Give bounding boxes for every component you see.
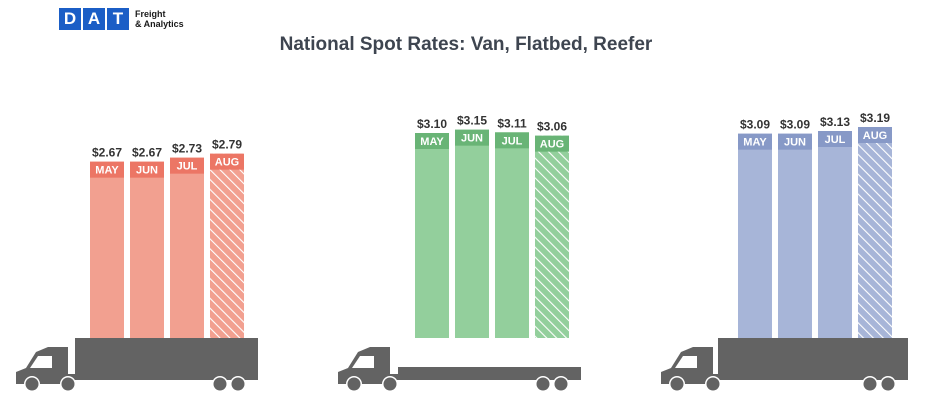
flatbed-deck (398, 367, 581, 376)
bar-month-label: JUN (784, 137, 806, 149)
wheel (213, 377, 227, 391)
bar-month-band (778, 133, 812, 150)
cab-window (675, 356, 697, 368)
wheel (231, 377, 245, 391)
wheel (670, 377, 684, 391)
bar-month-label: AUG (863, 130, 887, 142)
bar-month-label: MAY (95, 165, 119, 177)
bar-month-label: JUL (825, 134, 846, 146)
truck-chassis (58, 374, 258, 380)
bar-month-band (818, 131, 852, 147)
bar (858, 127, 892, 338)
bar-month-label: MAY (743, 137, 767, 149)
bar-month-band (415, 133, 449, 149)
bar-value-label: $3.11 (497, 116, 527, 130)
trailer-body (75, 338, 258, 376)
bar (210, 153, 244, 338)
bar-value-label: $3.19 (860, 111, 890, 125)
bar (818, 131, 852, 338)
truck-icon (16, 338, 258, 392)
bar-value-label: $3.09 (780, 118, 810, 132)
bar-value-label: $2.67 (92, 146, 122, 160)
wheel (347, 377, 361, 391)
bar-month-band (210, 153, 244, 170)
bar-value-label: $2.73 (172, 142, 202, 156)
cab-window (352, 356, 374, 368)
wheel (881, 377, 895, 391)
logo-letter: D (59, 8, 81, 30)
bar (130, 161, 164, 338)
truck-icon (661, 338, 908, 392)
bar-month-label: JUN (461, 133, 483, 145)
bar (170, 157, 204, 338)
bar-value-label: $3.06 (537, 120, 567, 134)
truck-chassis (380, 374, 581, 380)
wheel (383, 377, 397, 391)
bar-value-label: $2.67 (132, 146, 162, 160)
wheel (25, 377, 39, 391)
bar-month-label: JUL (502, 135, 523, 147)
bar-value-label: $3.10 (417, 117, 447, 131)
logo-letter: T (107, 8, 129, 30)
bar (535, 135, 569, 338)
bar (738, 133, 772, 338)
bar (455, 129, 489, 338)
bar (495, 132, 529, 338)
trailer-body (718, 338, 908, 376)
wheel (536, 377, 550, 391)
logo-tagline: Freight & Analytics (135, 9, 184, 29)
bar-value-label: $3.13 (820, 115, 850, 129)
bar-month-label: MAY (420, 136, 444, 148)
chart-title: National Spot Rates: Van, Flatbed, Reefe… (279, 34, 653, 55)
bar-month-band (738, 133, 772, 150)
logo-letter: A (83, 8, 105, 30)
bar-month-label: JUN (136, 165, 158, 177)
wheel (706, 377, 720, 391)
logo-line1: Freight (135, 9, 166, 19)
bar-month-label: AUG (540, 139, 564, 151)
bar-month-band (90, 161, 124, 178)
cab-window (30, 356, 52, 368)
bar-month-band (858, 127, 892, 143)
bar-month-band (455, 129, 489, 146)
bar-month-band (170, 157, 204, 174)
wheel (554, 377, 568, 391)
truck-icon (338, 347, 581, 392)
truck-chassis (703, 374, 908, 380)
bar-month-band (495, 132, 529, 149)
bar-month-label: JUL (177, 161, 198, 173)
bar (90, 161, 124, 338)
bar-value-label: $3.15 (457, 114, 487, 128)
bar-value-label: $3.09 (740, 118, 770, 132)
bar-value-label: $2.79 (212, 138, 242, 152)
bar (415, 133, 449, 338)
bar-month-band (130, 161, 164, 178)
bar-month-band (535, 135, 569, 152)
bar-month-label: AUG (215, 157, 239, 169)
dat-logo: D A T Freight & Analytics (59, 7, 184, 31)
logo-line2: & Analytics (135, 19, 184, 29)
wheel (863, 377, 877, 391)
wheel (61, 377, 75, 391)
bar (778, 133, 812, 338)
